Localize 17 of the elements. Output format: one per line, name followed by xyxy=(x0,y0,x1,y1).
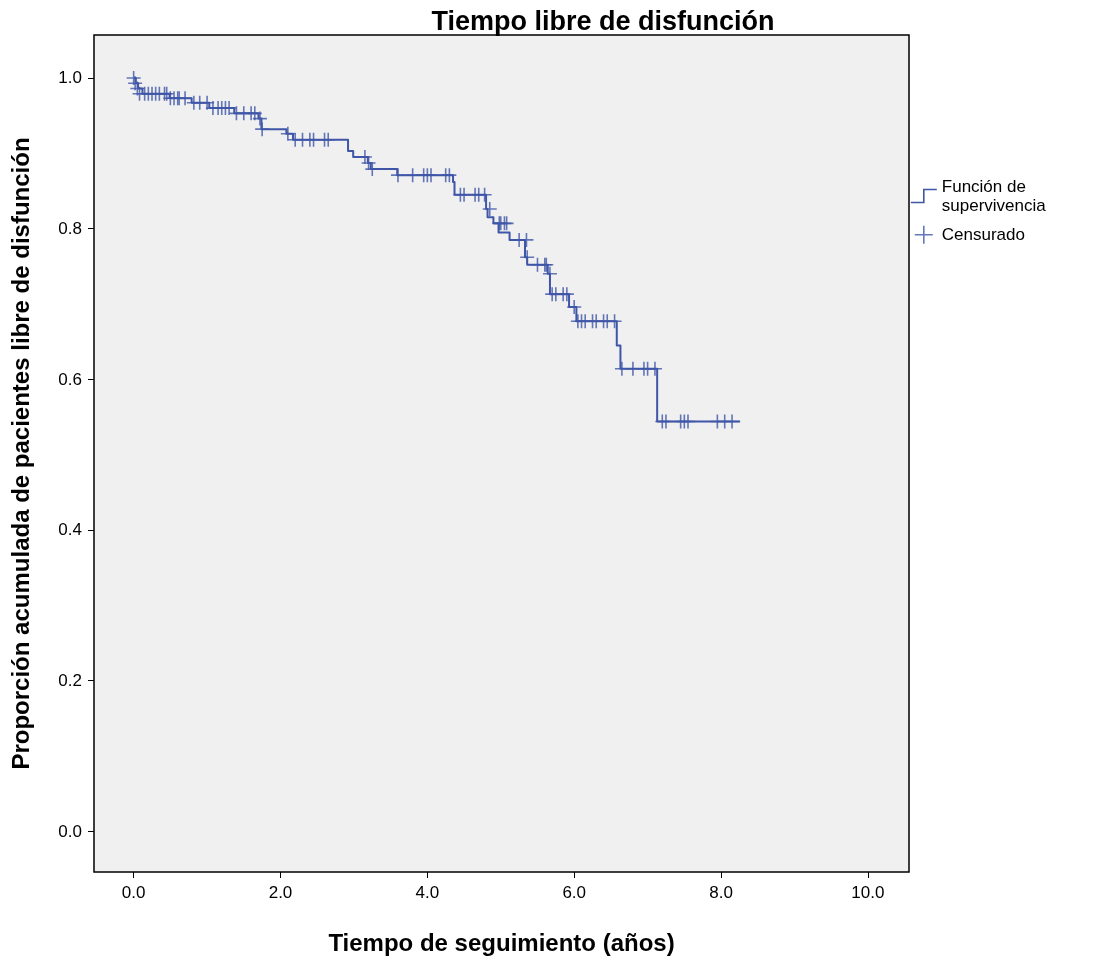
chart-title: Tiempo libre de disfunción xyxy=(431,5,775,36)
y-tick-label: 0.4 xyxy=(58,520,82,540)
x-tick-label: 8.0 xyxy=(709,883,733,902)
legend-label: Censurado xyxy=(941,225,1025,245)
y-tick-label: 0.0 xyxy=(58,821,82,841)
y-axis-title: Proporción acumulada de pacientes libre de disfunción xyxy=(6,137,34,770)
x-tick-label: 10.0 xyxy=(851,883,885,902)
y-tick-label: 0.2 xyxy=(58,671,82,691)
legend-label: Función de supervivencia xyxy=(941,177,1047,215)
x-tick-label: 0.0 xyxy=(121,883,146,902)
x-axis-title: Tiempo de seguimiento (años) xyxy=(328,928,675,956)
y-tick-label: 0.6 xyxy=(58,369,82,389)
x-tick-label: 4.0 xyxy=(415,883,440,902)
y-tick-label: 1.0 xyxy=(58,68,82,88)
y-tick-label: 0.8 xyxy=(58,219,82,239)
x-tick-label: 2.0 xyxy=(268,883,293,902)
x-tick-label: 6.0 xyxy=(562,883,587,902)
